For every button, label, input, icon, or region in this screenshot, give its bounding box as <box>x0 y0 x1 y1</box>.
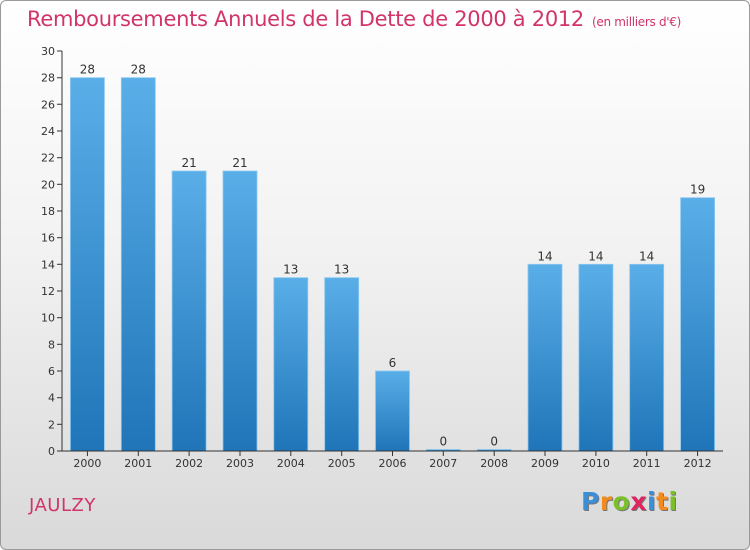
y-tick-label-16: 16 <box>41 232 55 245</box>
data-label-2007: 0 <box>439 435 447 449</box>
bar-2006 <box>375 370 410 452</box>
bar-2002 <box>171 170 207 452</box>
data-label-2001: 28 <box>131 63 146 77</box>
y-tick-label-8: 8 <box>48 338 55 351</box>
logo-letter-6: i <box>668 487 678 516</box>
logo-letter-5: t <box>656 487 669 516</box>
y-tick-label-12: 12 <box>41 285 55 298</box>
y-tick-label-26: 26 <box>41 98 55 111</box>
x-tick-label-2000: 2000 <box>73 457 101 470</box>
bar-2010 <box>578 263 614 452</box>
data-label-2009: 14 <box>537 249 552 263</box>
x-tick-label-2006: 2006 <box>379 457 407 470</box>
data-label-2005: 13 <box>334 263 349 277</box>
bar-2009 <box>527 263 563 452</box>
y-tick-label-18: 18 <box>41 205 55 218</box>
y-tick-label-2: 2 <box>48 418 55 431</box>
x-tick-label-2010: 2010 <box>582 457 610 470</box>
logo-letter-2: o <box>612 487 631 516</box>
x-tick-label-2002: 2002 <box>175 457 203 470</box>
y-tick-label-22: 22 <box>41 152 55 165</box>
chart-title-text: Remboursements Annuels de la Dette de 20… <box>27 7 584 31</box>
y-tick-label-4: 4 <box>48 392 55 405</box>
logo-letter-0: P <box>581 487 600 516</box>
logo-letter-4: i <box>647 487 657 516</box>
axes-group: 2000 2001 2002 2003 2004 2005 2006 2007 2008 2009… <box>41 45 723 470</box>
y-tick-label-24: 24 <box>41 125 55 138</box>
x-tick-label-2001: 2001 <box>124 457 152 470</box>
x-tick-label-2009: 2009 <box>531 457 559 470</box>
x-tick-label-2005: 2005 <box>328 457 356 470</box>
data-label-2004: 13 <box>283 263 298 277</box>
y-tick-label-14: 14 <box>41 258 55 271</box>
y-tick-label-20: 20 <box>41 178 55 191</box>
data-label-2002: 21 <box>181 156 196 170</box>
x-tick-label-2011: 2011 <box>633 457 661 470</box>
x-tick-label-2004: 2004 <box>277 457 305 470</box>
y-tick-label-28: 28 <box>41 72 55 85</box>
bar-2000 <box>70 77 105 452</box>
data-label-2010: 14 <box>588 249 603 263</box>
bar-2012 <box>680 197 715 452</box>
bar-2005 <box>324 277 360 452</box>
x-tick-label-2003: 2003 <box>226 457 254 470</box>
data-label-2006: 6 <box>389 356 397 370</box>
commune-name: JAULZY <box>29 495 96 516</box>
x-tick-label-2007: 2007 <box>429 457 457 470</box>
data-label-2008: 0 <box>490 435 498 449</box>
bar-2003 <box>222 170 258 452</box>
logo-letter-3: x <box>630 487 647 516</box>
bar-2001 <box>120 77 156 452</box>
bars-group: 28 28 21 21 13 13 6 0 0 14 14 14 19 <box>70 63 715 452</box>
x-tick-label-2012: 2012 <box>684 457 712 470</box>
data-label-2011: 14 <box>639 249 654 263</box>
chart-title: Remboursements Annuels de la Dette de 20… <box>27 7 681 31</box>
chart-subtitle: (en milliers d'€) <box>592 15 682 29</box>
bar-2011 <box>629 263 665 452</box>
data-label-2003: 21 <box>232 156 247 170</box>
bar-2004 <box>273 277 309 452</box>
y-tick-label-6: 6 <box>48 365 55 378</box>
y-tick-label-0: 0 <box>48 445 55 458</box>
data-label-2012: 19 <box>690 183 705 197</box>
y-tick-label-30: 30 <box>41 45 55 58</box>
x-tick-label-2008: 2008 <box>480 457 508 470</box>
y-tick-label-10: 10 <box>41 312 55 325</box>
logo-letter-1: r <box>599 487 613 516</box>
proxiti-logo: Proxiti <box>581 487 678 516</box>
data-label-2000: 28 <box>80 63 95 77</box>
